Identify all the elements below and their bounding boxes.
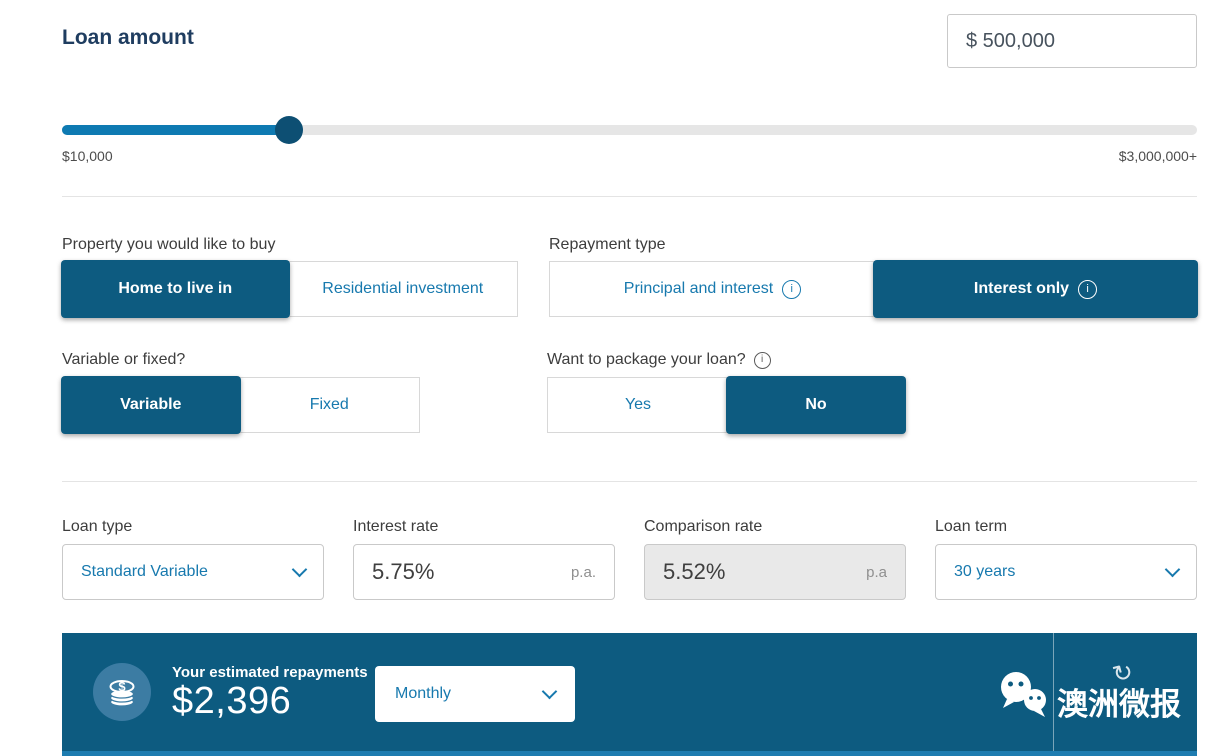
option-residential-investment[interactable]: Residential investment	[287, 262, 518, 316]
repayments-label: Your estimated repayments	[172, 664, 368, 681]
slider-fill	[62, 125, 289, 135]
loan-term-label: Loan term	[935, 518, 1008, 535]
option-no[interactable]: No	[726, 376, 906, 434]
loan-amount-input[interactable]	[947, 14, 1197, 68]
bar-bottom-strip	[62, 751, 1197, 756]
chevron-down-icon	[1164, 561, 1181, 578]
comparison-rate-field: 5.52% p.a	[644, 544, 906, 600]
svg-text:$: $	[118, 679, 126, 694]
divider	[62, 196, 1197, 197]
chevron-down-icon	[291, 561, 308, 578]
interest-rate-label: Interest rate	[353, 518, 439, 535]
option-interest-only[interactable]: Interest only	[873, 260, 1198, 318]
loan-amount-slider[interactable]	[62, 116, 1197, 144]
wechat-logo-icon	[996, 669, 1052, 724]
page-title: Loan amount	[62, 26, 194, 49]
frequency-dropdown[interactable]: Monthly	[375, 666, 575, 722]
info-icon[interactable]	[753, 351, 771, 369]
rate-type-toggle: Variable Fixed	[61, 376, 420, 434]
repayment-amount: $2,396	[172, 680, 292, 722]
slider-max-label: $3,000,000+	[1118, 148, 1197, 164]
option-home-to-live-in[interactable]: Home to live in	[61, 260, 290, 318]
watermark-divider	[1053, 633, 1054, 751]
loan-type-label: Loan type	[62, 518, 133, 535]
option-yes[interactable]: Yes	[624, 396, 652, 413]
comparison-rate-label: Comparison rate	[644, 518, 763, 535]
coins-icon: $	[93, 663, 151, 721]
repayment-type-toggle: Principal and interest Interest only	[549, 260, 1198, 318]
rate-type-label: Variable or fixed?	[62, 351, 186, 368]
slider-handle[interactable]	[275, 116, 303, 144]
watermark-text: 澳洲微报	[1057, 687, 1181, 722]
repayment-type-label: Repayment type	[549, 236, 666, 253]
interest-rate-field[interactable]: 5.75% p.a.	[353, 544, 615, 600]
package-loan-toggle: Yes No	[547, 376, 906, 434]
property-type-label: Property you would like to buy	[62, 236, 276, 253]
estimated-repayments-bar: $ Your estimated repayments $2,396 Month…	[62, 633, 1197, 751]
option-principal-and-interest[interactable]: Principal and interest	[550, 262, 875, 316]
property-type-toggle: Home to live in Residential investment	[61, 260, 518, 318]
info-icon[interactable]	[782, 279, 802, 299]
chevron-down-icon	[541, 683, 558, 700]
loan-term-dropdown[interactable]: 30 years	[935, 544, 1197, 600]
package-loan-label: Want to package your loan?	[547, 351, 771, 369]
slider-min-label: $10,000	[62, 148, 113, 164]
loan-type-dropdown[interactable]: Standard Variable	[62, 544, 324, 600]
info-icon[interactable]	[1078, 279, 1098, 299]
option-variable[interactable]: Variable	[61, 376, 241, 434]
option-fixed[interactable]: Fixed	[238, 378, 420, 432]
divider	[62, 481, 1197, 482]
